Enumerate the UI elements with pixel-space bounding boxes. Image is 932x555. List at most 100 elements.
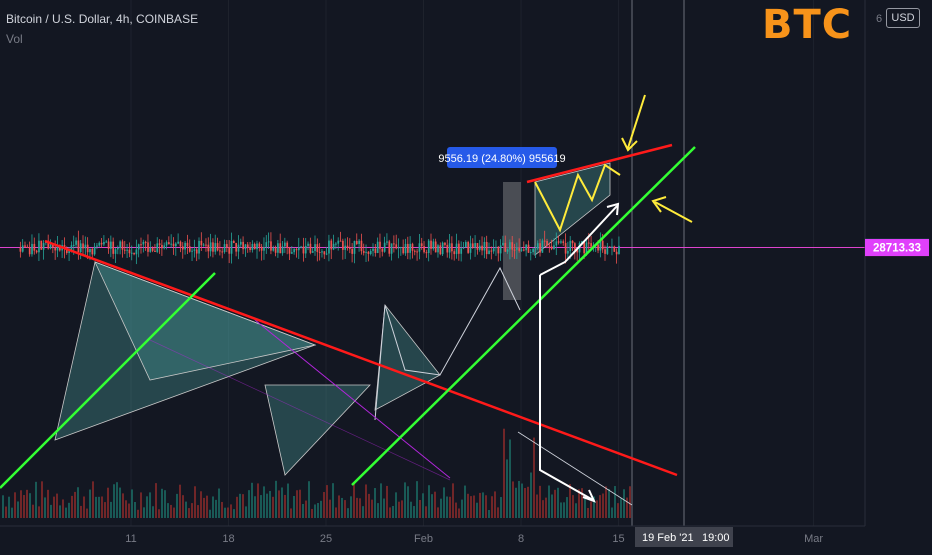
candle-body <box>544 241 546 242</box>
candle-body <box>29 248 31 254</box>
candle-body <box>300 247 302 248</box>
volume-bar <box>506 459 508 518</box>
volume-bar <box>371 500 373 518</box>
volume-bar <box>467 494 469 518</box>
candle-body <box>145 242 147 243</box>
volume-bar <box>614 486 616 518</box>
volume-bar <box>548 485 550 518</box>
volume-bar <box>179 485 181 518</box>
volume-bar <box>254 496 256 518</box>
candle-body <box>312 251 314 253</box>
candle-body <box>395 244 397 248</box>
volume-bar <box>533 438 535 518</box>
volume-bar <box>38 506 40 518</box>
currency-button[interactable]: USD <box>886 8 920 28</box>
candle-body <box>122 241 124 249</box>
volume-bar <box>161 489 163 518</box>
x-tick-label: 11 <box>125 533 136 545</box>
volume-bar <box>431 494 433 518</box>
candle-body <box>219 250 221 251</box>
candle-body <box>514 250 516 251</box>
volume-bar <box>383 499 385 518</box>
candle-body <box>98 243 100 246</box>
x-tick-label: 18 <box>222 533 234 545</box>
volume-bar <box>539 486 541 518</box>
volume-bar <box>191 503 193 518</box>
candle-body <box>379 242 381 249</box>
candle-body <box>221 251 223 252</box>
candle-body <box>400 247 402 248</box>
candle-body <box>143 242 145 245</box>
volume-bar <box>335 507 337 518</box>
candle-body <box>342 241 344 250</box>
volume-bar <box>407 486 409 518</box>
volume-bar <box>425 506 427 518</box>
candle-body <box>384 243 386 252</box>
volume-bar <box>47 490 49 518</box>
candle-body <box>75 241 77 245</box>
candle-body <box>20 248 22 252</box>
volume-bar <box>182 495 184 518</box>
candle-body <box>259 244 261 247</box>
candle-body <box>421 243 423 246</box>
green-trendline <box>352 147 695 485</box>
volume-bar <box>515 488 517 518</box>
candle-body <box>31 244 33 254</box>
volume-bar <box>380 483 382 518</box>
volume-bar <box>311 509 313 518</box>
volume-bar <box>110 502 112 518</box>
volume-bar <box>554 490 556 518</box>
candle-body <box>224 244 226 252</box>
candle-body <box>50 244 52 248</box>
candle-body <box>474 243 476 247</box>
candle-body <box>609 246 611 247</box>
candle-body <box>177 242 179 244</box>
candle-body <box>115 249 117 253</box>
volume-bar <box>278 490 280 518</box>
candle-body <box>521 250 523 251</box>
volume-bar <box>17 501 19 518</box>
volume-bar <box>491 496 493 518</box>
volume-bar <box>476 503 478 518</box>
candle-body <box>214 243 216 252</box>
volume-bar <box>479 493 481 518</box>
volume-bar <box>494 491 496 518</box>
volume-bar <box>170 505 172 518</box>
candle-body <box>511 242 513 249</box>
volume-bar <box>470 496 472 518</box>
volume-bar <box>347 508 349 518</box>
candle-body <box>458 244 460 254</box>
volume-bar <box>314 504 316 518</box>
volume-bar <box>317 503 319 518</box>
volume-bar <box>5 507 7 518</box>
candle-body <box>310 244 312 253</box>
volume-bar <box>386 486 388 518</box>
volume-bar <box>188 508 190 518</box>
volume-bar <box>167 503 169 518</box>
volume-bar <box>542 500 544 518</box>
volume-bar <box>320 501 322 518</box>
candle-body <box>419 243 421 251</box>
candle-body <box>446 245 448 253</box>
candle-body <box>486 242 488 254</box>
volume-bar <box>329 500 331 518</box>
candle-body <box>391 243 393 253</box>
candle-body <box>238 245 240 252</box>
volume-bar <box>140 492 142 518</box>
volume-bar <box>365 484 367 518</box>
volume-bar <box>62 499 64 518</box>
candle-body <box>54 247 56 250</box>
candle-body <box>365 252 367 253</box>
candle-body <box>245 244 247 249</box>
candle-body <box>268 241 270 242</box>
volume-bar <box>2 495 4 518</box>
candle-body <box>451 243 453 251</box>
candle-body <box>240 242 242 245</box>
volume-bar <box>575 503 577 518</box>
candle-body <box>196 249 198 253</box>
volume-bar <box>287 484 289 518</box>
white-arrow-down <box>540 275 593 500</box>
volume-bar <box>563 502 565 518</box>
